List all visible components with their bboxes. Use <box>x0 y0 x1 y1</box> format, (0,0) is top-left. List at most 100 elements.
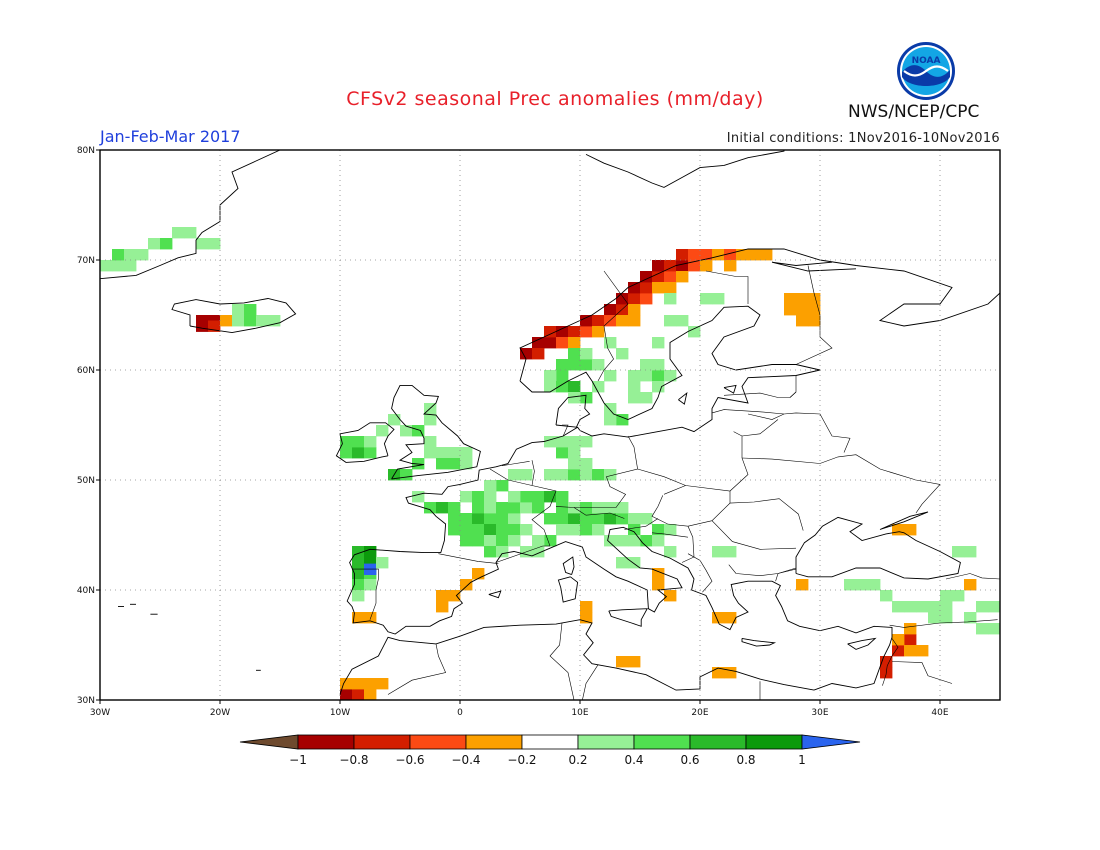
anomaly-cell <box>364 447 377 459</box>
anomaly-cell <box>676 260 689 272</box>
anomaly-cell <box>460 524 473 536</box>
anomaly-cell <box>700 260 713 272</box>
anomaly-cell <box>448 524 461 536</box>
anomaly-cell <box>412 491 425 503</box>
anomaly-cell <box>424 414 437 426</box>
anomaly-cell <box>460 491 473 503</box>
anomaly-cell <box>904 524 917 536</box>
anomaly-cell <box>508 535 521 547</box>
anomaly-cell <box>232 315 245 327</box>
anomaly-cell <box>484 546 497 558</box>
anomaly-cell <box>352 612 365 624</box>
anomaly-cell <box>532 348 545 360</box>
anomaly-cell <box>568 513 581 525</box>
anomaly-cell <box>904 601 917 613</box>
country-border <box>681 526 695 563</box>
anomaly-cell <box>376 425 389 437</box>
anomaly-cell <box>532 502 545 514</box>
anomaly-cell <box>616 557 629 569</box>
anomaly-cell <box>472 568 485 580</box>
anomaly-cell <box>388 414 401 426</box>
anomaly-cell <box>880 590 893 602</box>
anomaly-cell <box>892 524 905 536</box>
anomaly-cell <box>424 502 437 514</box>
anomaly-cell <box>952 590 965 602</box>
anomaly-cell <box>616 414 629 426</box>
anomaly-cell <box>544 535 557 547</box>
colorbar-arrow-low <box>239 734 299 750</box>
anomaly-cell <box>472 535 485 547</box>
anomaly-cell <box>472 502 485 514</box>
colorbar-segment <box>409 734 467 750</box>
colorbar-tick-label: −1 <box>289 753 307 767</box>
anomaly-cell <box>724 667 737 679</box>
anomaly-cell <box>484 524 497 536</box>
anomaly-cell <box>616 348 629 360</box>
anomaly-cell <box>496 502 509 514</box>
anomaly-cell <box>628 315 641 327</box>
coastline <box>262 717 266 719</box>
anomaly-cell <box>892 601 905 613</box>
anomaly-cell <box>208 320 221 332</box>
anomaly-cell <box>724 260 737 272</box>
anomaly-cell <box>496 513 509 525</box>
anomaly-cell <box>472 524 485 536</box>
lon-tick-label: 0 <box>457 708 463 718</box>
anomaly-cell <box>640 282 653 294</box>
country-border <box>729 498 804 531</box>
anomaly-cell <box>520 469 533 481</box>
anomaly-cell <box>940 601 953 613</box>
colorbar-segment <box>521 734 579 750</box>
anomaly-cell <box>580 612 593 624</box>
anomaly-cell <box>652 370 665 382</box>
anomaly-cell <box>592 315 605 327</box>
country-border <box>495 545 550 563</box>
anomaly-cell <box>436 502 449 514</box>
anomaly-cell <box>568 348 581 360</box>
coastline <box>519 305 821 420</box>
anomaly-cell <box>208 238 221 250</box>
anomaly-cell <box>364 579 377 591</box>
anomaly-cell <box>640 513 653 525</box>
anomaly-cell <box>556 469 569 481</box>
country-border <box>891 661 953 684</box>
anomaly-cell <box>616 293 629 305</box>
coastline <box>557 576 579 603</box>
anomaly-cell <box>640 535 653 547</box>
anomaly-cell <box>352 590 365 602</box>
anomaly-cell <box>712 293 725 305</box>
anomaly-cell <box>352 568 365 580</box>
anomaly-cell <box>580 524 593 536</box>
anomaly-cell <box>928 612 941 624</box>
lon-tick-label: 10E <box>571 708 588 718</box>
anomaly-cell <box>604 337 617 349</box>
country-border <box>651 491 731 527</box>
anomaly-cell <box>460 535 473 547</box>
anomaly-layer <box>100 227 1000 700</box>
anomaly-cell <box>568 337 581 349</box>
anomaly-cell <box>556 447 569 459</box>
anomaly-cell <box>796 293 809 305</box>
anomaly-cell <box>556 502 569 514</box>
anomaly-cell <box>652 381 665 393</box>
anomaly-cell <box>628 370 641 382</box>
anomaly-cell <box>616 535 629 547</box>
colorbar-segment <box>689 734 747 750</box>
anomaly-cell <box>604 403 617 415</box>
country-border <box>489 468 557 547</box>
anomaly-cell <box>652 260 665 272</box>
coastline <box>335 422 395 463</box>
anomaly-cell <box>532 337 545 349</box>
anomaly-cell <box>124 249 137 261</box>
lat-tick-label: 70N <box>77 256 95 266</box>
anomaly-cell <box>808 293 821 305</box>
anomaly-cell <box>352 546 365 558</box>
anomaly-cell <box>364 557 377 569</box>
anomaly-cell <box>580 469 593 481</box>
anomaly-cell <box>100 260 113 272</box>
anomaly-cell <box>940 612 953 624</box>
anomaly-cell <box>844 579 857 591</box>
colorbar-tick-label: −0.6 <box>395 753 424 767</box>
anomaly-cell <box>568 326 581 338</box>
anomaly-cell <box>604 414 617 426</box>
